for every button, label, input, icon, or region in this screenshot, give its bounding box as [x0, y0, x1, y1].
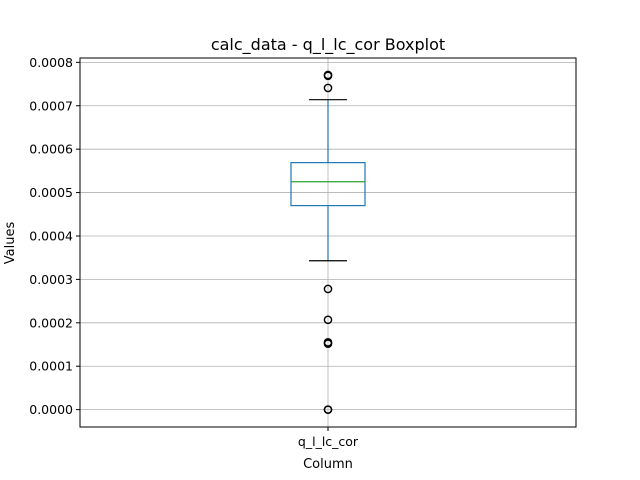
outlier-point — [323, 339, 333, 348]
iqr-box — [290, 162, 366, 207]
outlier-point — [323, 284, 333, 294]
chart-title: calc_data - q_l_lc_cor Boxplot — [211, 35, 445, 55]
y-tick-label: 0.0004 — [29, 228, 73, 243]
outlier-point — [323, 405, 333, 414]
outlier-point — [323, 71, 333, 81]
y-tick-label: 0.0008 — [29, 55, 73, 70]
y-tick-label: 0.0005 — [29, 185, 73, 200]
outlier-point — [323, 83, 333, 93]
y-axis-label: Values — [3, 222, 18, 265]
plot-layer — [290, 70, 366, 414]
y-tick-label: 0.0007 — [29, 98, 73, 113]
y-tick-label: 0.0003 — [29, 272, 73, 287]
y-tick-label: 0.0006 — [29, 142, 73, 157]
x-tick-label: q_l_lc_cor — [298, 434, 359, 449]
y-tick-label: 0.0001 — [29, 359, 73, 374]
x-axis-label: Column — [303, 457, 353, 472]
tick-layer: 0.0000 0.0001 0.0002 0.0003 0.0004 0.0005 0.00… — [29, 55, 359, 449]
y-tick-label: 0.0000 — [29, 402, 73, 417]
y-tick-label: 0.0002 — [29, 315, 73, 330]
outlier-point — [323, 315, 333, 325]
